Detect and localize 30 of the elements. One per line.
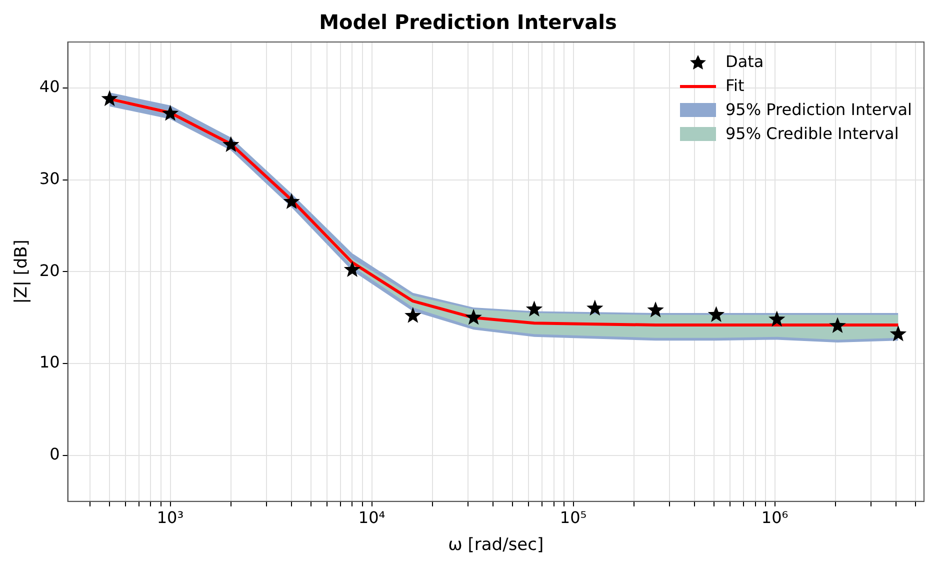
- legend-label: 95% Prediction Interval: [726, 99, 912, 121]
- point: [708, 306, 725, 322]
- point: [586, 300, 604, 316]
- y-tick-label: 10: [39, 352, 60, 372]
- point: [404, 307, 422, 323]
- point: [829, 317, 846, 334]
- x-tick-label: 10⁶: [761, 508, 788, 528]
- chart-title: Model Prediction Intervals: [319, 10, 617, 34]
- x-tick-label: 10⁵: [560, 508, 587, 528]
- legend-label: Fit: [726, 75, 744, 97]
- point: [162, 104, 179, 121]
- point: [222, 136, 240, 152]
- point: [526, 300, 543, 316]
- legend-label: Data: [726, 51, 764, 73]
- y-tick-label: 20: [39, 260, 60, 280]
- point: [768, 310, 786, 327]
- point: [344, 261, 361, 277]
- point: [101, 90, 118, 106]
- point: [283, 193, 300, 209]
- x-tick-label: 10⁴: [358, 508, 386, 528]
- point: [465, 308, 482, 325]
- x-axis-title: ω [rad/sec]: [448, 535, 544, 556]
- point: [890, 325, 907, 342]
- y-tick-label: 40: [39, 77, 60, 96]
- y-axis-title: |Z| [dB]: [12, 240, 32, 304]
- y-tick-label: 30: [39, 168, 60, 188]
- point: [647, 301, 664, 318]
- x-tick-label: 10³: [156, 508, 184, 528]
- y-tick-label: 0: [50, 444, 60, 464]
- legend-label: 95% Credible Interval: [726, 123, 899, 145]
